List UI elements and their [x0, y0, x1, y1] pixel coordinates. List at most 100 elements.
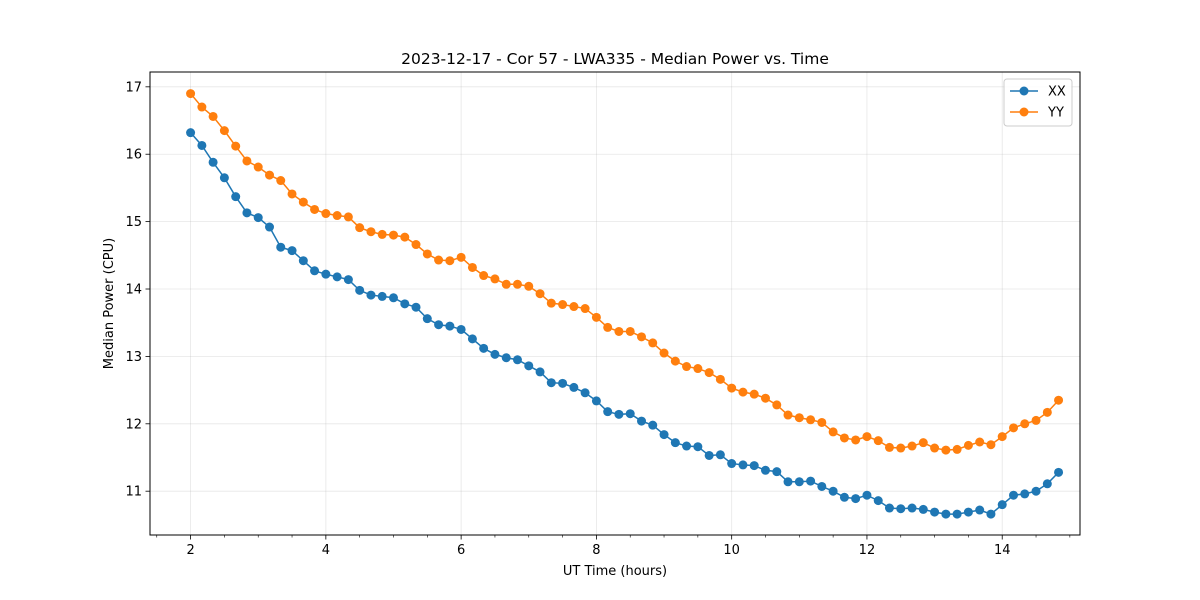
series-yy-point [614, 326, 624, 336]
series-xx [186, 128, 1064, 519]
series-xx-point [963, 507, 973, 517]
x-tick-label: 8 [592, 543, 600, 558]
series-xx-point [918, 504, 928, 514]
y-tick-label: 15 [125, 215, 142, 230]
x-tick-label: 6 [457, 543, 465, 558]
series-yy-point [343, 212, 353, 222]
series-yy-point [524, 281, 534, 291]
series-yy-point [208, 111, 218, 121]
series-xx-point [851, 494, 861, 504]
series-xx-point [422, 314, 432, 324]
series-yy-point [388, 230, 398, 240]
series-xx-point [535, 367, 545, 377]
series-xx-point [377, 291, 387, 301]
series-yy-point [366, 227, 376, 237]
series-xx-point [839, 492, 849, 502]
series-xx-point [580, 388, 590, 398]
series-yy-point [648, 338, 658, 348]
series-yy-point [265, 170, 275, 180]
series-xx-point [445, 321, 455, 331]
series-yy-point [918, 438, 928, 448]
series-yy-point [907, 441, 917, 451]
x-tick-label: 10 [723, 543, 740, 558]
series-xx-point [806, 476, 816, 486]
series-xx-point [930, 507, 940, 517]
series-xx-point [873, 496, 883, 506]
series-xx-point [434, 320, 444, 330]
legend-xx-marker [1019, 86, 1029, 96]
axes-ticks: 2 4 6 8 10 12 14 11 12 13 14 15 16 17 [125, 80, 1071, 558]
series-yy-point [1009, 423, 1019, 433]
series-yy-point [456, 252, 466, 262]
series-xx-point [591, 396, 601, 406]
series-yy [186, 89, 1064, 455]
series-xx-point [219, 173, 229, 183]
series-xx-point [456, 324, 466, 334]
series-yy-point [434, 255, 444, 265]
series-yy-point [659, 348, 669, 358]
series-xx-point [1031, 486, 1041, 496]
series-xx-point [614, 409, 624, 419]
series-yy-point [749, 389, 759, 399]
series-yy-point [625, 326, 635, 336]
x-tick-label: 4 [322, 543, 330, 558]
series-yy-point [1020, 419, 1030, 429]
series-xx-point [997, 500, 1007, 510]
series-yy-point [422, 249, 432, 259]
series-yy-point [591, 312, 601, 322]
series-yy-point [772, 400, 782, 410]
series-xx-point [231, 192, 241, 202]
series-yy-point [186, 89, 196, 99]
series-xx-point [321, 269, 331, 279]
grid [150, 72, 1080, 535]
series-yy-point [1054, 395, 1064, 405]
x-tick-label: 14 [994, 543, 1011, 558]
series-xx-point [186, 128, 196, 138]
series-yy-point [411, 240, 421, 250]
series-yy-point [806, 415, 816, 425]
series-xx-point [783, 477, 793, 487]
series-xx-point [569, 382, 579, 392]
series-yy-point [862, 432, 872, 442]
series-yy-point [896, 443, 906, 453]
series-xx-point [558, 378, 568, 388]
series-yy-point [219, 126, 229, 136]
series-xx-point [693, 442, 703, 452]
series-yy-point [817, 417, 827, 427]
series-yy-point [952, 444, 962, 454]
series-yy-point [715, 374, 725, 384]
series-xx-point [727, 459, 737, 469]
series-yy-point [569, 302, 579, 312]
series-yy-point [975, 437, 985, 447]
series-xx-point [1009, 490, 1019, 500]
series-xx-point [715, 450, 725, 460]
series-yy-point [986, 440, 996, 450]
y-tick-label: 14 [125, 283, 142, 298]
series-xx-point [952, 509, 962, 519]
series-yy-point [851, 435, 861, 445]
series-xx-point [648, 420, 658, 430]
series-xx-point [625, 409, 635, 419]
series-xx-point [670, 438, 680, 448]
series-xx-point [772, 467, 782, 477]
chart-title: 2023-12-17 - Cor 57 - LWA335 - Median Po… [401, 50, 829, 68]
series-xx-point [1054, 467, 1064, 477]
series-yy-point [693, 364, 703, 374]
series-xx-point [287, 246, 297, 256]
series-yy-point [512, 279, 522, 289]
series-yy-point [760, 393, 770, 403]
series-yy-point [535, 289, 545, 299]
series-yy-point [704, 368, 714, 378]
legend-yy-label: YY [1047, 106, 1064, 121]
series-xx-point [828, 486, 838, 496]
series-xx-point [490, 349, 500, 359]
series-xx-point [896, 504, 906, 514]
series-yy-point [310, 204, 320, 214]
series-xx-point [388, 293, 398, 303]
series-yy-point [490, 274, 500, 284]
series-xx-point [794, 477, 804, 487]
series-xx-point [343, 275, 353, 285]
series-xx-point [501, 353, 511, 363]
